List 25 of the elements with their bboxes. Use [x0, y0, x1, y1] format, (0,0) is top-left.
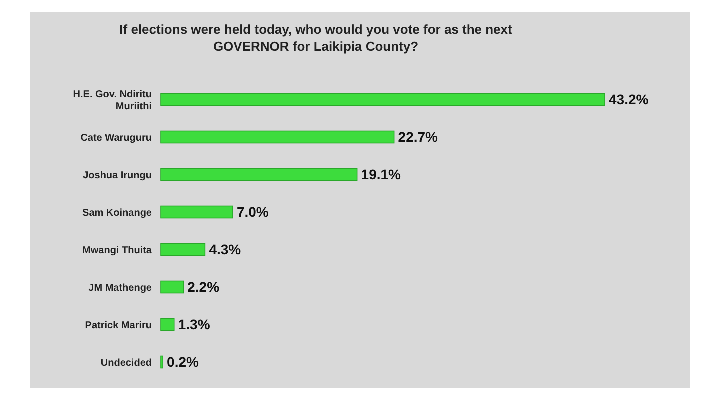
y-tick-label: Undecided — [100, 358, 152, 369]
data-label: 0.2% — [167, 354, 200, 370]
y-tick-label: Joshua Irungu — [83, 170, 152, 182]
y-tick-label: JM Mathenge — [88, 282, 152, 294]
data-label: 4.3% — [209, 242, 242, 258]
data-label: 22.7% — [398, 129, 439, 146]
y-tick-label: Sam Koinange — [82, 208, 152, 219]
bar — [160, 318, 175, 332]
bar — [160, 130, 395, 144]
bar — [160, 243, 206, 256]
y-tick-label: Cate Waruguru — [80, 132, 152, 144]
data-label: 19.1% — [361, 166, 402, 183]
y-tick-label: Patrick Mariru — [85, 320, 152, 332]
bar — [160, 280, 184, 294]
bar — [160, 168, 358, 182]
y-tick-label: Mwangi Thuita — [82, 245, 152, 256]
bar — [160, 356, 164, 369]
data-label: 43.2% — [609, 92, 650, 108]
data-label: 2.2% — [188, 279, 220, 296]
bar — [160, 206, 234, 219]
data-label: 7.0% — [236, 204, 270, 220]
bar — [160, 93, 606, 106]
data-label: 1.3% — [178, 316, 211, 333]
chart-title: If elections were held today, who would you vote for as the next GOVERNOR for Laikipia County? — [120, 22, 514, 54]
y-tick-label: H.E. Gov. Ndiritu Muriithi — [73, 89, 152, 112]
